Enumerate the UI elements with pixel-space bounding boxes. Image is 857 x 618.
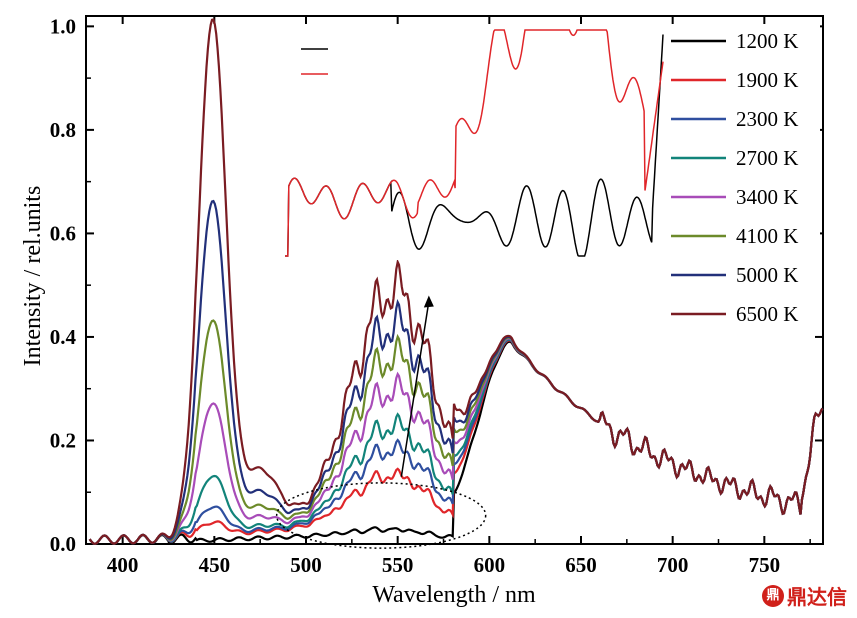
y-tick-label: 0.8 (50, 118, 76, 142)
legend-label: 5000 K (736, 263, 798, 287)
x-tick-label: 650 (565, 553, 597, 577)
inset-plot (285, 26, 664, 260)
legend-label: 6500 K (736, 302, 798, 326)
series-line-3400k (88, 337, 824, 545)
legend-label: 1200 K (736, 29, 798, 53)
x-tick-label: 550 (382, 553, 414, 577)
x-tick-label: 700 (657, 553, 689, 577)
x-tick-label: 500 (290, 553, 322, 577)
legend-label: 4100 K (736, 224, 798, 248)
series-line-2700k (88, 338, 824, 545)
series-lines (88, 18, 824, 546)
y-tick-label: 0.0 (50, 532, 76, 556)
y-tick-label: 0.6 (50, 221, 76, 245)
series-line-4100k (88, 319, 824, 545)
axes: 400 450 500 550 600 650 700 750 0.0 0.2 0.4 0.6 0.8 1… (50, 14, 824, 577)
highlight-ellipse (275, 482, 487, 549)
x-tick-label: 450 (199, 553, 231, 577)
legend-label: 2300 K (736, 107, 798, 131)
y-tick-label: 0.2 (50, 428, 76, 452)
inset-line-1900k (285, 29, 664, 257)
annotations (275, 295, 487, 549)
series-line-6500k (88, 18, 824, 545)
y-tick-label: 0.4 (50, 325, 77, 349)
trend-arrow-head (423, 295, 434, 308)
y-axis-title: Intensity / rel.units (20, 186, 46, 367)
trend-arrow-shaft (400, 301, 430, 477)
x-tick-label: 750 (749, 553, 781, 577)
watermark-logo-icon: 鼎 (762, 584, 784, 607)
x-axis-title: Wavelength / nm (372, 582, 536, 608)
legend-background (668, 24, 820, 329)
y-tick-label: 1.0 (50, 14, 76, 38)
watermark-text: 鼎达信 (787, 585, 847, 609)
inset-background (285, 26, 663, 260)
watermark: 鼎 鼎达信 (762, 581, 847, 610)
x-tick-label: 600 (474, 553, 506, 577)
legend-label: 2700 K (736, 146, 798, 170)
x-tick-label: 400 (107, 553, 139, 577)
legend: 1200 K 1900 K 2300 K 2700 K 3400 K 4100 K 5000… (668, 24, 820, 329)
series-line-2300k (88, 338, 824, 545)
legend-label: 1900 K (736, 68, 798, 92)
plot-frame (85, 15, 824, 545)
legend-label: 3400 K (736, 185, 798, 209)
